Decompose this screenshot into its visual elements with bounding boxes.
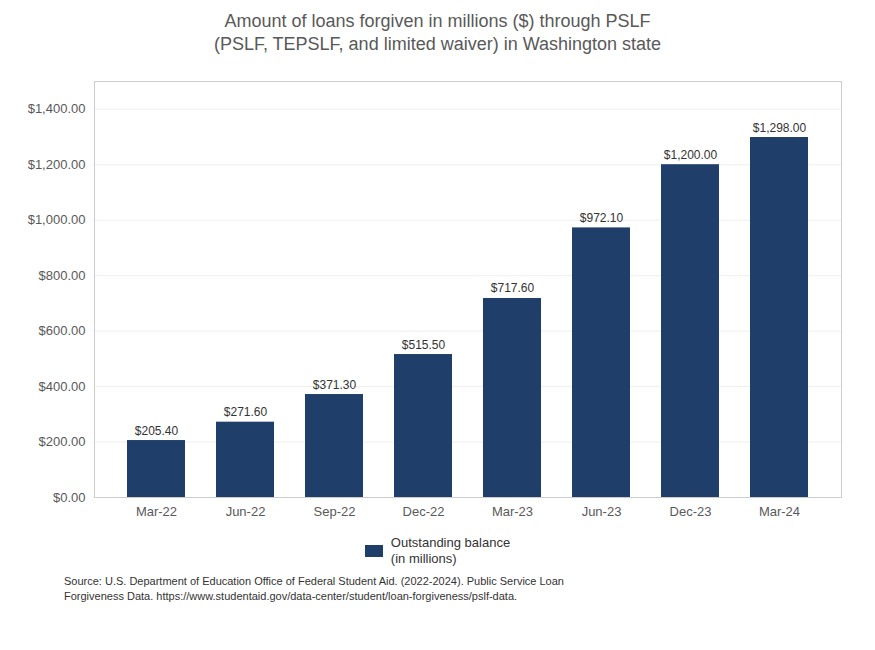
- svg-text:$200.00: $200.00: [39, 434, 86, 449]
- html-text:Outstanding balance (in millio: Outstanding balance (in millions): [390, 535, 511, 566]
- svg-text:$800.00: $800.00: [39, 268, 86, 283]
- svg-text:$515.50: $515.50: [402, 338, 446, 352]
- svg-text:$1,200.00: $1,200.00: [664, 148, 718, 162]
- html-text:Source: U.S. Department of Edu: Source: U.S. Department of Education Off…: [64, 575, 564, 588]
- svg-text:$271.60: $271.60: [224, 405, 268, 419]
- svg-text:$1,200.00: $1,200.00: [28, 157, 86, 172]
- svg-text:$371.30: $371.30: [313, 378, 357, 392]
- svg-text:Dec-23: Dec-23: [670, 504, 712, 519]
- html-text:Amount of loans forgiven in mi: Amount of loans forgiven in millions ($)…: [213, 11, 662, 54]
- svg-text:$1,000.00: $1,000.00: [28, 212, 86, 227]
- svg-text:Sep-22: Sep-22: [314, 504, 356, 519]
- svg-text:$972.10: $972.10: [580, 211, 624, 225]
- svg-text:$0.00: $0.00: [53, 490, 86, 505]
- svg-text:$205.40: $205.40: [135, 424, 179, 438]
- svg-text:Mar-24: Mar-24: [759, 504, 800, 519]
- html-text:Forgiveness Data. https://www.: Forgiveness Data. https://www.studentaid…: [64, 590, 518, 602]
- svg-text:Mar-22: Mar-22: [136, 504, 177, 519]
- svg-text:$1,298.00: $1,298.00: [753, 121, 807, 135]
- svg-text:$400.00: $400.00: [39, 379, 86, 394]
- svg-text:$600.00: $600.00: [39, 323, 86, 338]
- svg-text:Jun-23: Jun-23: [582, 504, 622, 519]
- svg-text:$1,400.00: $1,400.00: [28, 101, 86, 116]
- svg-text:Dec-22: Dec-22: [403, 504, 445, 519]
- svg-text:$717.60: $717.60: [491, 281, 535, 295]
- svg-text:Mar-23: Mar-23: [492, 504, 533, 519]
- svg-text:Jun-22: Jun-22: [226, 504, 266, 519]
